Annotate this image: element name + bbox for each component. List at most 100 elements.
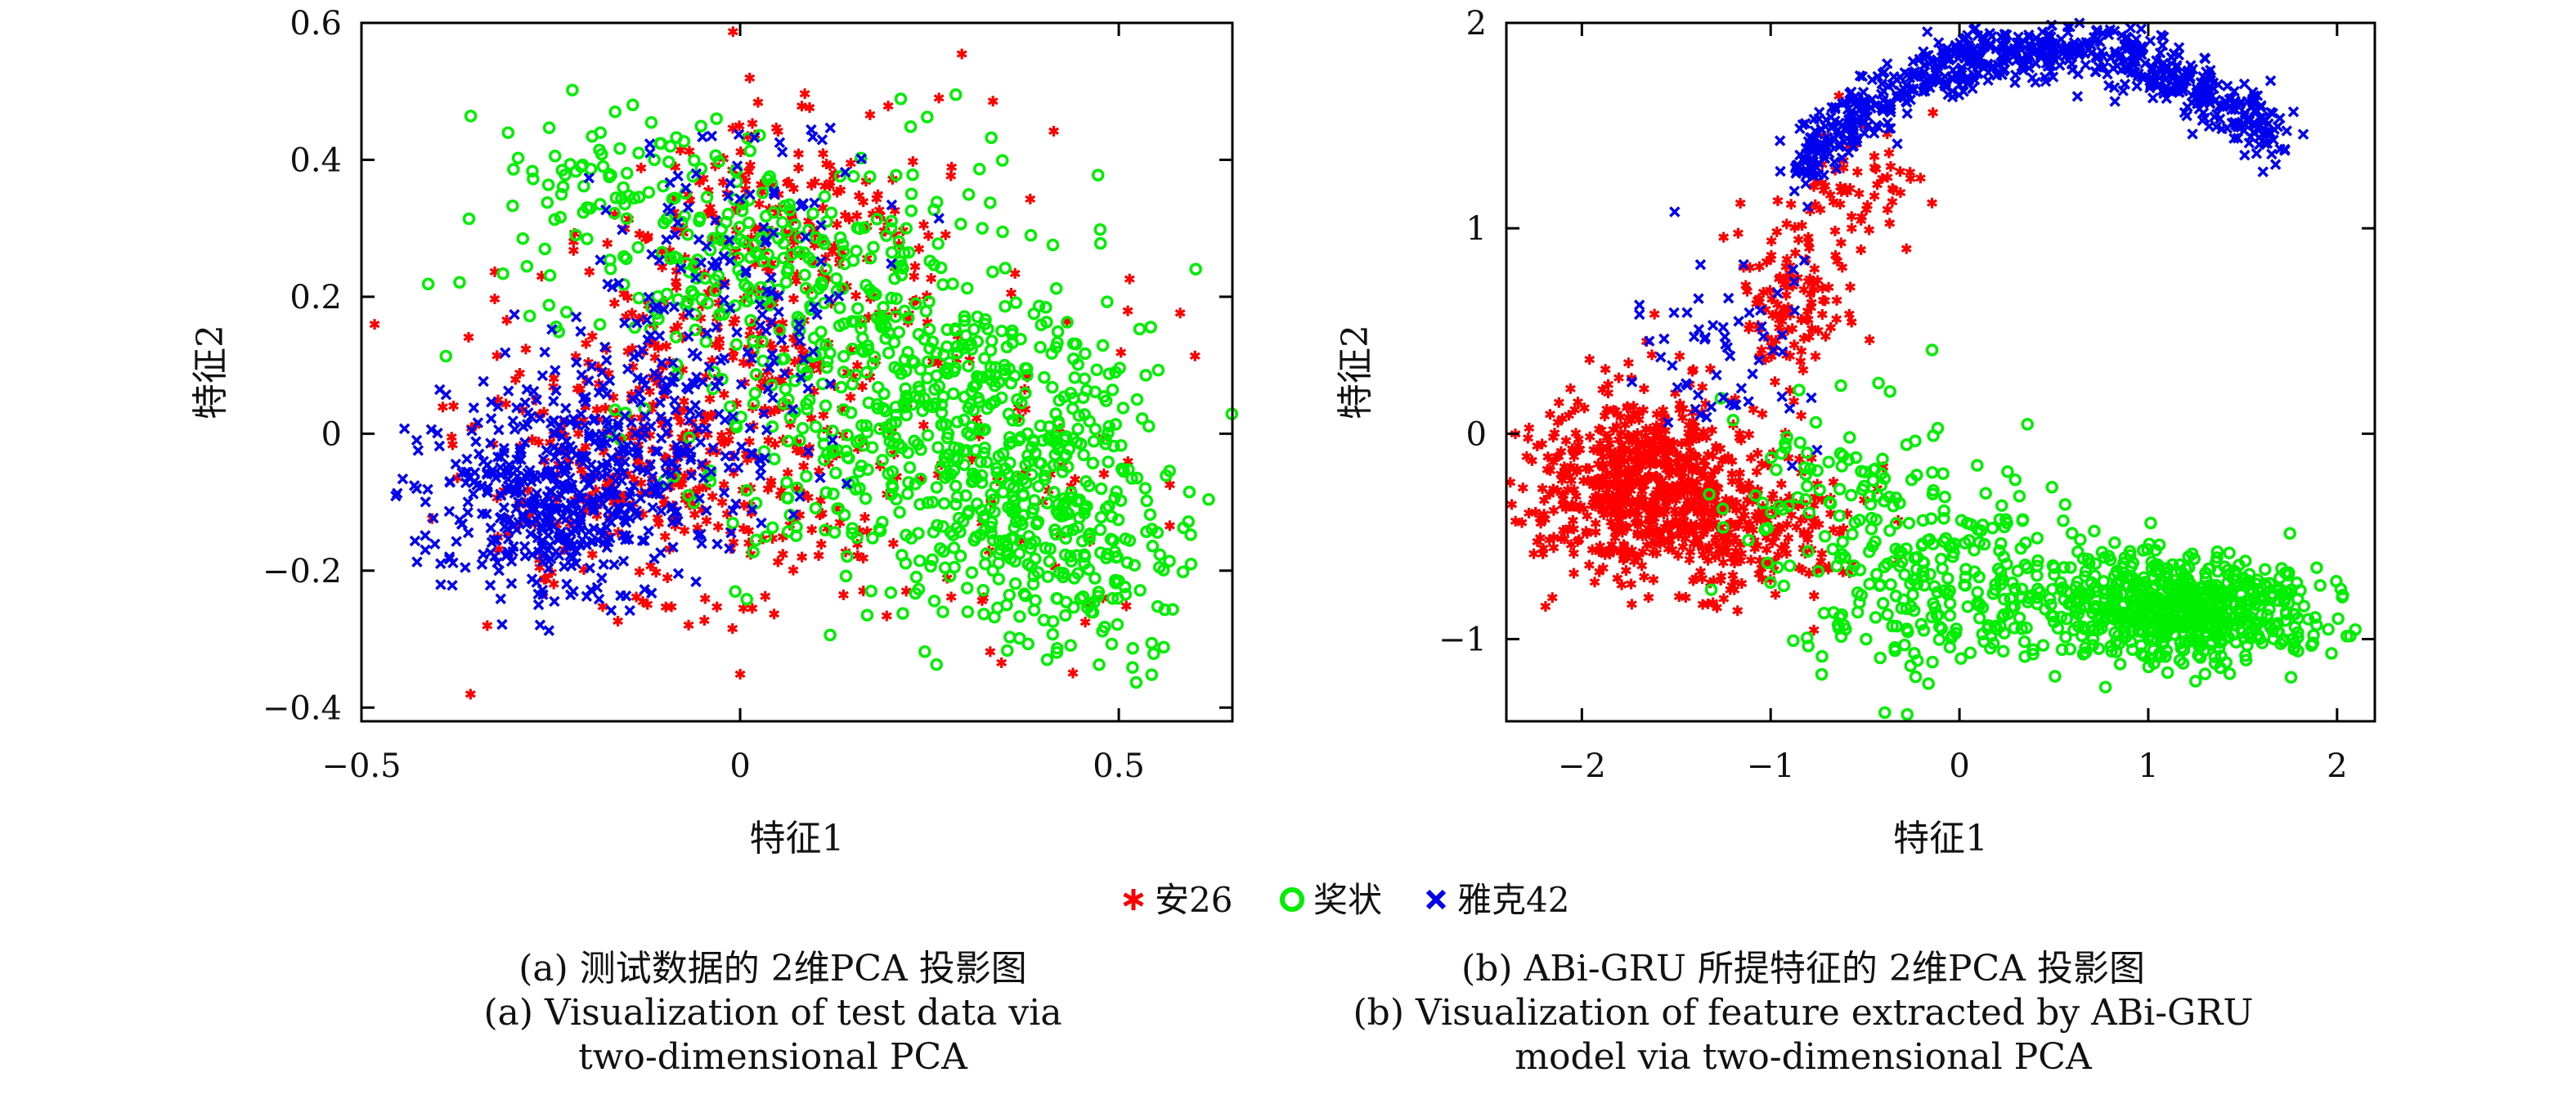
point-yak42 — [645, 420, 657, 433]
point-citation — [922, 355, 935, 368]
point-citation — [1002, 500, 1015, 514]
point-citation — [1050, 646, 1064, 659]
point-citation — [851, 302, 864, 315]
point-citation — [581, 232, 594, 245]
point-an26 — [976, 595, 988, 606]
point-an26 — [1831, 294, 1842, 306]
point-citation — [841, 429, 854, 442]
point-an26 — [738, 603, 749, 614]
point-an26 — [1835, 237, 1847, 249]
point-citation — [1065, 486, 1078, 499]
point-citation — [681, 228, 694, 241]
point-citation — [1078, 372, 1092, 385]
point-citation — [1163, 554, 1176, 568]
point-an26 — [1540, 600, 1551, 612]
point-citation — [566, 83, 579, 96]
point-yak42 — [548, 395, 559, 407]
point-citation — [2113, 657, 2127, 671]
point-citation — [1883, 385, 1896, 398]
point-yak42 — [435, 579, 447, 590]
point-an26 — [1568, 568, 1579, 579]
point-an26 — [500, 398, 512, 410]
point-citation — [743, 144, 757, 158]
point-citation — [962, 359, 975, 373]
point-yak42 — [655, 505, 667, 517]
point-an26 — [1553, 397, 1564, 408]
point-citation — [1954, 652, 1968, 666]
point-an26 — [698, 615, 710, 626]
point-citation — [926, 496, 940, 509]
point-citation — [1093, 222, 1107, 236]
point-citation — [2284, 671, 2298, 684]
point-citation — [1869, 611, 1883, 624]
point-citation — [935, 418, 949, 432]
point-citation — [543, 269, 557, 282]
point-an26 — [718, 479, 729, 491]
point-an26 — [1810, 351, 1821, 362]
point-citation — [1083, 532, 1096, 545]
point-citation — [939, 471, 952, 484]
point-an26 — [1748, 404, 1759, 415]
point-an26 — [1174, 307, 1186, 319]
point-citation — [984, 196, 997, 209]
point-an26 — [922, 230, 934, 241]
point-citation — [1157, 640, 1170, 654]
point-an26 — [769, 608, 780, 620]
point-citation — [662, 155, 675, 168]
point-citation — [1111, 592, 1124, 605]
point-citation — [820, 361, 833, 375]
point-citation — [1029, 552, 1042, 566]
point-citation — [859, 366, 873, 379]
point-citation — [1017, 509, 1030, 522]
point-yak42 — [655, 433, 667, 444]
point-citation — [1052, 393, 1066, 407]
point-citation — [950, 415, 964, 429]
point-citation — [700, 191, 714, 204]
point-citation — [1087, 434, 1101, 448]
point-citation — [652, 312, 665, 325]
point-citation — [817, 453, 831, 466]
point-an26 — [1122, 305, 1133, 316]
point-an26 — [539, 573, 550, 585]
point-an26 — [1825, 322, 1837, 334]
point-yak42 — [443, 505, 456, 517]
point-an26 — [666, 601, 677, 613]
point-citation — [960, 581, 974, 595]
point-citation — [859, 279, 873, 292]
point-citation — [1026, 502, 1040, 516]
point-citation — [453, 276, 466, 289]
point-citation — [913, 497, 927, 511]
point-citation — [1145, 636, 1159, 650]
point-yak42 — [518, 541, 531, 552]
point-citation — [883, 434, 896, 448]
point-an26 — [789, 356, 801, 367]
point-an26 — [1506, 499, 1518, 510]
point-citation — [1809, 415, 1823, 429]
point-citation — [850, 531, 864, 544]
point-citation — [1151, 599, 1165, 613]
point-an26 — [1590, 527, 1601, 538]
point-an26 — [987, 96, 999, 107]
point-citation — [807, 331, 821, 345]
point-citation — [1102, 456, 1115, 469]
point-yak42 — [653, 330, 666, 342]
point-an26 — [744, 72, 756, 83]
point-an26 — [1766, 236, 1777, 247]
point-citation — [1070, 436, 1084, 449]
point-citation — [819, 263, 832, 276]
point-citation — [1147, 647, 1160, 661]
point-citation — [986, 533, 1000, 547]
point-citation — [930, 657, 943, 671]
point-an26 — [548, 373, 559, 384]
point-citation — [809, 501, 823, 515]
point-citation — [1000, 540, 1014, 553]
point-yak42 — [495, 593, 506, 604]
point-citation — [1003, 478, 1016, 491]
point-citation — [1109, 366, 1122, 379]
point-citation — [948, 441, 961, 455]
point-an26 — [996, 657, 1008, 668]
point-citation — [877, 300, 890, 314]
point-yak42 — [689, 399, 702, 411]
point-citation — [1040, 653, 1054, 666]
point-citation — [694, 119, 707, 133]
